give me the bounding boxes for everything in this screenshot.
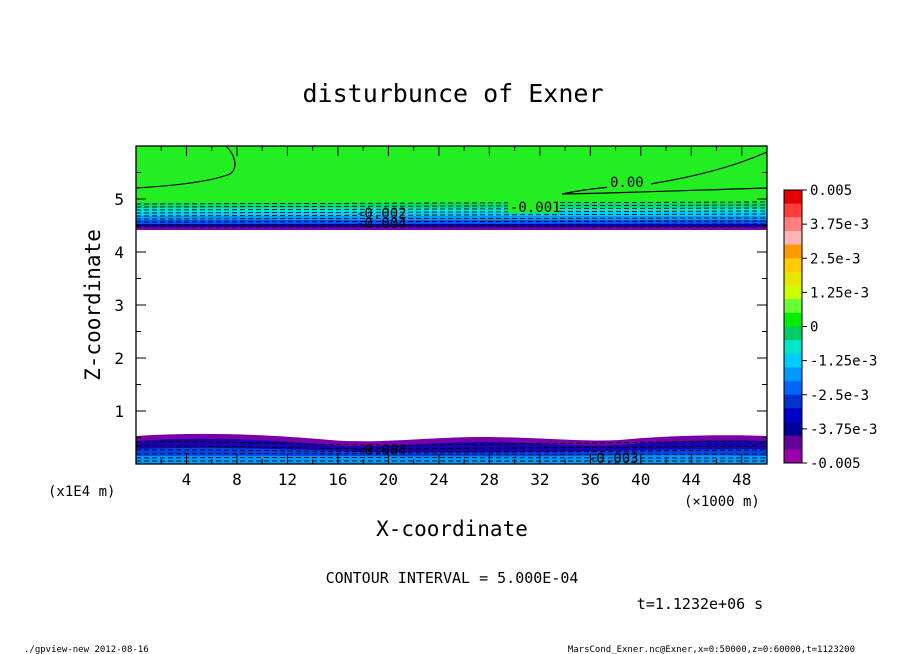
y-tick-label: 1 — [114, 402, 124, 421]
x-tick-label: 24 — [429, 470, 448, 489]
contour-label-5: -0.003 — [588, 451, 639, 467]
colorbar-swatch — [784, 435, 802, 450]
x-unit-label: (×1000 m) — [684, 494, 760, 510]
upper-band-3 — [136, 212, 767, 216]
colorbar-swatch — [784, 230, 802, 246]
x-tick-label: 8 — [232, 470, 242, 489]
colorbar-swatch — [784, 353, 802, 368]
colorbar-label: -0.005 — [810, 456, 861, 472]
y-tick-label: 4 — [114, 243, 124, 262]
x-tick-label: 16 — [328, 470, 347, 489]
colorbar-label: -1.25e-3 — [810, 354, 877, 370]
upper-band-7 — [136, 227, 767, 230]
colorbar-swatch — [784, 285, 802, 300]
contour-label-4: -0.004 — [356, 443, 407, 459]
contour-label-1: -0.001 — [510, 200, 561, 216]
colorbar-swatch — [784, 217, 802, 232]
x-tick-label: 44 — [682, 470, 701, 489]
upper-band-4 — [136, 216, 767, 220]
colorbar-label: -3.75e-3 — [810, 422, 877, 438]
x-tick-label: 36 — [581, 470, 600, 489]
upper-positive-region — [136, 146, 767, 204]
colorbar-swatch — [784, 326, 802, 341]
colorbar-swatch — [784, 312, 802, 327]
zero-contour-left — [135, 145, 236, 189]
upper-dashed-contours — [135, 201, 768, 228]
contour-interval: CONTOUR INTERVAL = 5.000E-04 — [326, 569, 579, 587]
colorbar-label: 1.25e-3 — [810, 285, 869, 301]
colorbar-swatch — [784, 422, 802, 437]
colorbar-swatch — [784, 258, 802, 273]
x-tick-label: 28 — [480, 470, 499, 489]
lower-dashed-contours — [135, 441, 768, 462]
colorbar-swatch — [784, 203, 802, 218]
time-label: t=1.1232e+06 s — [637, 595, 763, 613]
colorbar-swatch — [784, 190, 802, 205]
upper-band-1 — [136, 203, 767, 208]
colorbar-label: 0.005 — [810, 183, 852, 199]
zero-contour-right-lower — [561, 187, 768, 195]
chart-title: disturbunce of Exner — [302, 79, 603, 108]
x-tick-label: 20 — [379, 470, 398, 489]
colorbar-swatch — [784, 408, 802, 423]
colorbar: 0.005 3.75e-3 2.5e-3 1.25e-3 0 -1.25e-3 -2.5e-… — [783, 183, 877, 472]
contour-label-3: -0.004 — [356, 216, 407, 232]
y-tick-label: 5 — [114, 190, 124, 209]
colorbar-swatch — [784, 394, 802, 409]
y-unit-label: (x1E4 m) — [48, 484, 115, 500]
y-tick-label: 2 — [114, 349, 124, 368]
contour-label-2: -0.002 — [356, 206, 407, 222]
x-tick-label: 12 — [278, 470, 297, 489]
colorbar-label: -2.5e-3 — [810, 388, 869, 404]
colorbar-swatch — [784, 244, 802, 259]
colorbar-label: 2.5e-3 — [810, 251, 861, 267]
lower-band-lightblue — [136, 455, 767, 464]
x-tick-label: 4 — [182, 470, 192, 489]
colorbar-swatch — [784, 367, 802, 382]
colorbar-label: 0 — [810, 320, 818, 336]
colorbar-label: 3.75e-3 — [810, 217, 869, 233]
footer-left: ./gpview-new 2012-08-16 — [24, 645, 149, 654]
plot-area: 0.00 -0.001 -0.002 -0.004 -0.004 -0.003 — [135, 145, 768, 467]
x-tick-label: 48 — [732, 470, 751, 489]
colorbar-swatch — [784, 449, 802, 464]
colorbar-swatch — [784, 381, 802, 396]
colorbar-swatch — [784, 299, 802, 314]
x-tick-label: 40 — [631, 470, 650, 489]
upper-band-5 — [136, 220, 767, 224]
colorbar-swatch — [784, 340, 802, 355]
upper-band-2 — [136, 208, 767, 212]
colorbar-swatch — [784, 271, 802, 287]
x-axis-label: X-coordinate — [376, 517, 528, 541]
contour-label-0: 0.00 — [610, 175, 644, 191]
upper-band-6 — [136, 224, 767, 227]
footer-right: MarsCond_Exner.nc@Exner,x=0:50000,z=0:60… — [568, 645, 855, 654]
x-tick-label: 32 — [530, 470, 549, 489]
y-axis-label: Z-coordinate — [81, 229, 105, 381]
y-tick-label: 3 — [114, 296, 124, 315]
